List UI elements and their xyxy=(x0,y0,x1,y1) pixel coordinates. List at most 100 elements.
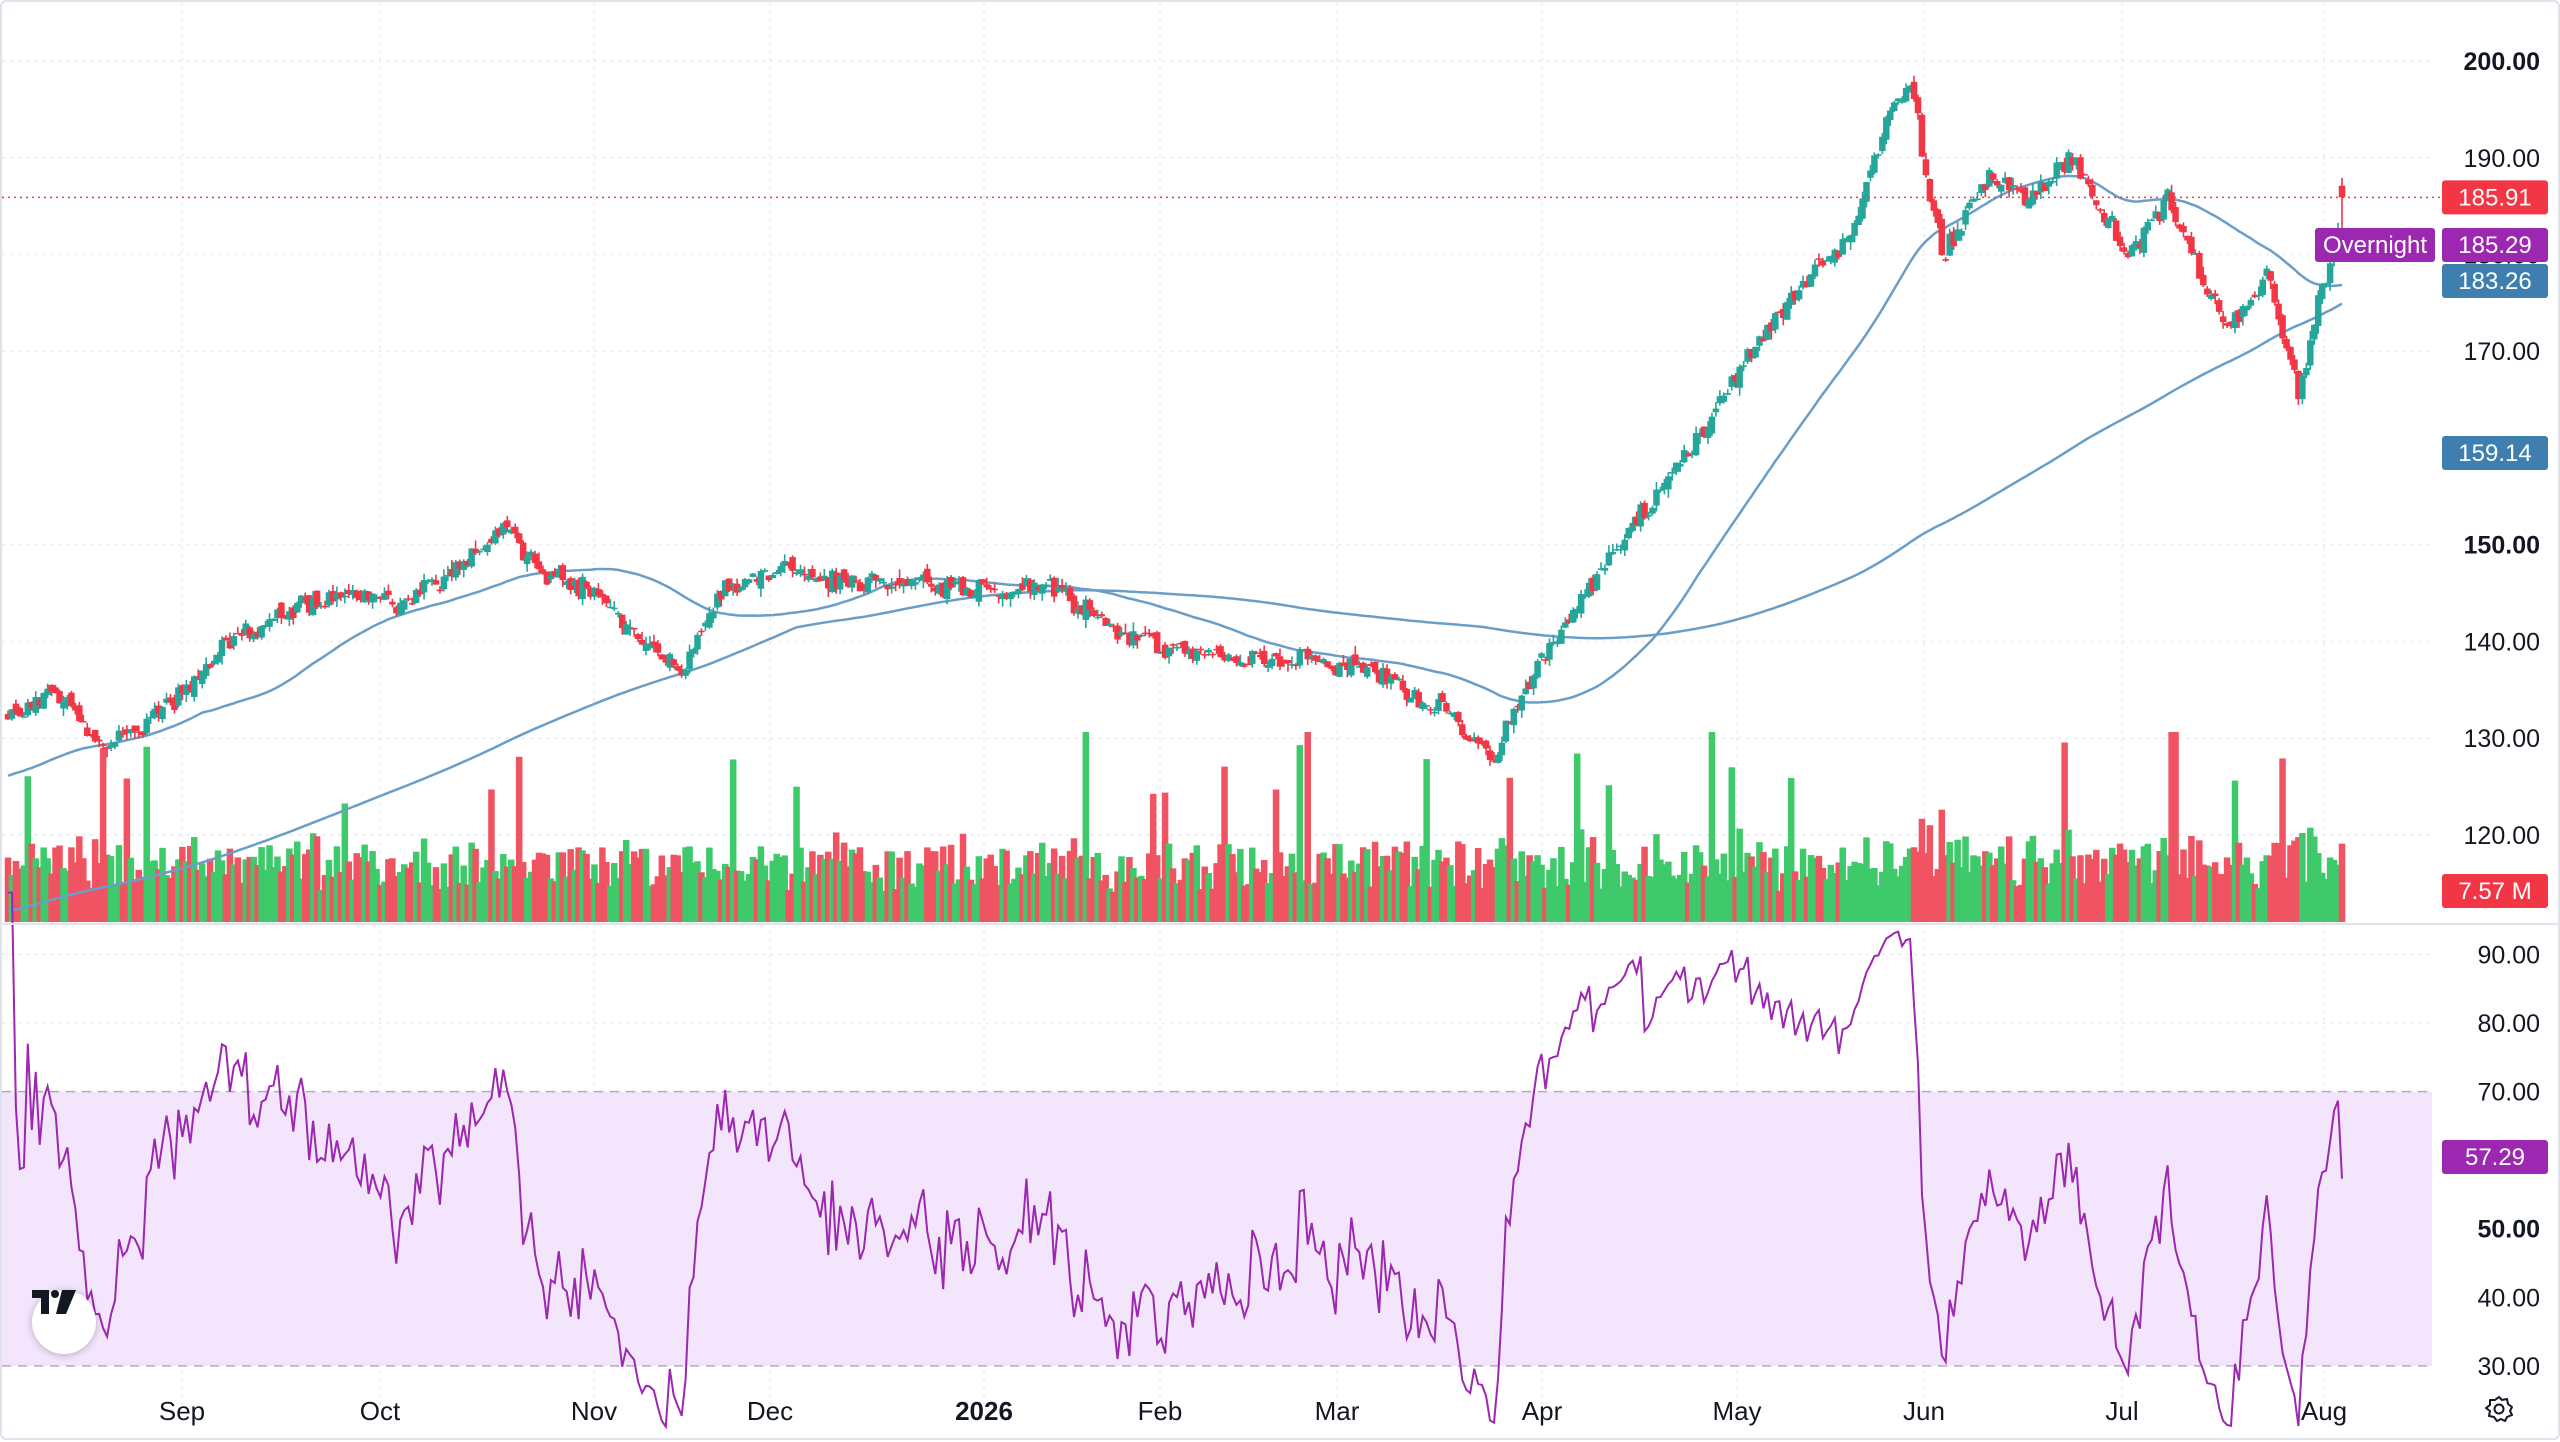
volume-bar xyxy=(270,867,277,922)
volume-bar xyxy=(230,864,238,922)
candle-body xyxy=(313,590,321,608)
candle-body xyxy=(1352,654,1359,666)
volume-bar xyxy=(638,848,646,922)
price-tick-label: 120.00 xyxy=(2464,822,2540,850)
volume-bar xyxy=(488,789,495,922)
volume-bar xyxy=(436,888,444,922)
volume-value-badge-bg xyxy=(2442,874,2548,908)
volume-bar xyxy=(389,858,396,922)
price-tick-label: 130.00 xyxy=(2464,725,2540,753)
candle-body xyxy=(698,630,705,633)
candle-body xyxy=(1617,545,1625,548)
candle-body xyxy=(840,569,848,581)
volume-bar xyxy=(369,851,376,922)
volume-bar xyxy=(916,863,923,922)
volume-bar xyxy=(932,851,939,922)
candle-body xyxy=(1542,659,1549,661)
candle-body xyxy=(107,745,115,748)
volume-bar xyxy=(1831,872,1839,922)
candle-body xyxy=(646,643,654,649)
candle-body xyxy=(1201,654,1208,656)
volume-bar xyxy=(1859,863,1866,922)
candle-body xyxy=(2263,268,2270,276)
volume-bar xyxy=(1546,869,1553,922)
volume-bar xyxy=(1839,847,1846,922)
candle-body xyxy=(2243,305,2251,311)
candle-body xyxy=(876,578,884,582)
last-price-badge-bg xyxy=(2442,180,2548,215)
candle-body xyxy=(2303,367,2310,376)
volume-bar xyxy=(1950,862,1957,922)
candle-body xyxy=(765,575,773,581)
volume-bar xyxy=(2093,849,2100,922)
volume-bar xyxy=(789,873,796,922)
volume-bar xyxy=(1411,856,1418,922)
candle-body xyxy=(1799,280,1807,288)
volume-bar xyxy=(793,786,800,922)
volume-bar xyxy=(1035,852,1042,922)
volume-bar xyxy=(1431,859,1438,922)
candle-body xyxy=(1439,693,1446,703)
candle-body xyxy=(860,586,868,589)
volume-bar xyxy=(401,864,408,922)
volume-bar xyxy=(123,778,131,922)
candle-body xyxy=(500,523,507,535)
volume-bar xyxy=(1340,873,1347,922)
candle-body xyxy=(123,729,131,734)
candles[interactable] xyxy=(4,75,2346,766)
tradingview-logo[interactable] xyxy=(32,1290,96,1354)
volume-bar xyxy=(1189,852,1197,922)
candle-body xyxy=(1736,366,1743,388)
volume-bar xyxy=(1498,838,1506,922)
volume-bar xyxy=(1264,883,1272,922)
candle-body xyxy=(599,593,606,598)
candle-body xyxy=(1451,713,1458,718)
candle-body xyxy=(2235,310,2243,323)
last-price-badge: 185.91 xyxy=(2458,184,2531,211)
volume-bar xyxy=(587,878,594,922)
volume-bar xyxy=(456,882,463,922)
candle-body xyxy=(2128,245,2136,257)
candle-body xyxy=(1241,665,1248,667)
volume-bar xyxy=(1550,858,1557,922)
volume-bar xyxy=(567,849,574,922)
volume-bar xyxy=(900,877,907,922)
price-axis[interactable]: 200.00190.00180.00170.00150.00140.00130.… xyxy=(2464,48,2540,1381)
settings-gear-icon[interactable] xyxy=(2484,1394,2520,1430)
volume-bar xyxy=(1922,853,1930,922)
candle-body xyxy=(1569,609,1577,623)
volume-bar xyxy=(515,756,523,922)
volume-bar xyxy=(2124,862,2132,922)
volume-bar xyxy=(1530,861,1537,922)
volume-bar xyxy=(1098,880,1105,922)
time-axis[interactable]: Sep Oct Nov Dec 2026 Feb Mar Apr May Jun Jul Aug xyxy=(159,1396,2347,1426)
rsi-value-badge-bg xyxy=(2442,1140,2548,1174)
candle-body xyxy=(139,732,146,736)
candle-body xyxy=(345,589,353,595)
volume-bar xyxy=(12,861,20,922)
candle-body xyxy=(258,626,265,638)
candle-body xyxy=(266,619,273,627)
candle-body xyxy=(1316,660,1323,663)
candle-body xyxy=(745,579,753,584)
candle-body xyxy=(1918,114,1926,157)
volume-bar xyxy=(484,859,491,922)
volume-bar xyxy=(1050,848,1058,922)
candle-body xyxy=(1066,587,1074,602)
volume-bar xyxy=(1336,844,1343,922)
candle-body xyxy=(464,560,471,566)
moving-averages xyxy=(7,174,2343,913)
candle-body xyxy=(821,575,828,579)
volume-bar xyxy=(84,880,91,922)
price-tick-label: 150.00 xyxy=(2464,532,2540,560)
volume-bar xyxy=(1078,855,1086,922)
price-tick-label: 190.00 xyxy=(2464,145,2540,173)
candle-body xyxy=(563,581,570,585)
volume-bar xyxy=(1879,871,1886,922)
volume-bar xyxy=(2148,882,2156,922)
candle-body xyxy=(591,587,598,597)
volume-bar xyxy=(2136,858,2144,922)
candle-body xyxy=(2271,283,2278,303)
candle-body xyxy=(294,602,301,613)
